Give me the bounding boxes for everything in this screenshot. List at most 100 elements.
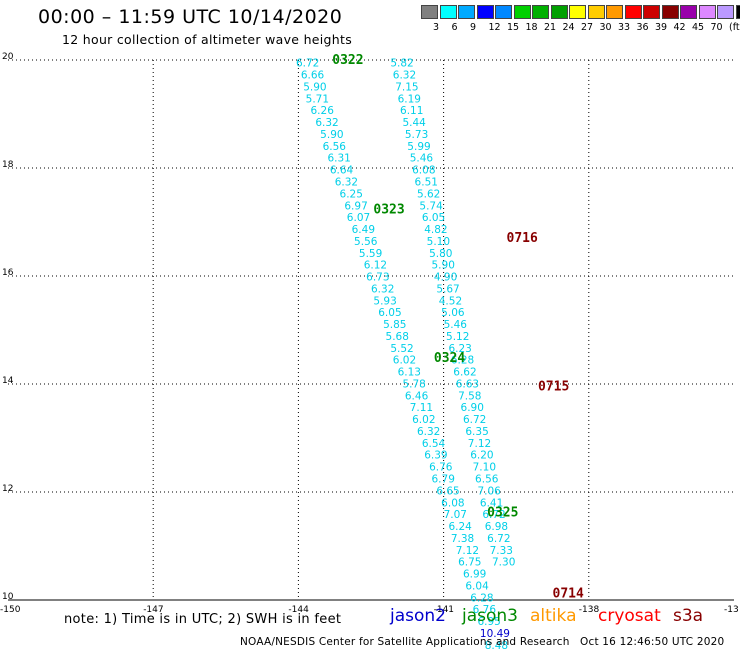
swh-value: 5.78 [402, 378, 425, 390]
swh-value: 5.80 [429, 248, 452, 260]
swh-value: 6.24 [448, 521, 472, 533]
swh-value: 10.49 [480, 628, 510, 640]
swh-value: 6.95 [477, 616, 500, 628]
pass-number-label: 0324 [434, 351, 465, 366]
legend-swatch [606, 5, 623, 19]
legend-swatch [680, 5, 697, 19]
swh-value: 6.05 [422, 212, 445, 224]
swh-value: 7.11 [410, 402, 433, 414]
swh-value: 4.52 [439, 295, 462, 307]
swh-value: 6.72 [463, 414, 486, 426]
swh-value: 6.32 [315, 117, 338, 129]
legend-label: 3 [433, 22, 440, 33]
swh-value: 6.90 [461, 402, 484, 414]
swh-value: 7.12 [468, 438, 491, 450]
swh-value: 6.20 [470, 450, 493, 462]
swh-value: 6.35 [465, 426, 488, 438]
color-legend [421, 5, 740, 19]
swh-value: 6.76 [473, 604, 497, 616]
legend-swatch [735, 5, 740, 19]
swh-value: 6.08 [412, 165, 435, 177]
swh-value: 6.75 [458, 557, 481, 569]
swh-value: 6.25 [340, 188, 363, 200]
y-tick-label: 18 [2, 160, 14, 170]
y-tick-label: 20 [2, 52, 14, 62]
swh-value: 5.90 [432, 260, 455, 272]
swh-value: 8.48 [485, 640, 508, 650]
pass-number-label: 0322 [332, 53, 363, 68]
swh-value: 6.76 [429, 462, 453, 474]
swh-value: 7.06 [477, 485, 501, 497]
swh-value: 6.49 [352, 224, 375, 236]
swh-value: 5.90 [320, 129, 343, 141]
legend-label: 39 [655, 22, 668, 33]
satellite-jason2: jason2 [390, 606, 446, 626]
swh-value: 5.06 [441, 307, 465, 319]
swh-value: 5.62 [417, 188, 440, 200]
swh-value: 6.31 [327, 153, 350, 165]
swh-value: 5.99 [407, 141, 430, 153]
swh-value: 6.13 [398, 367, 421, 379]
legend-label: 24 [562, 22, 575, 33]
swh-value: 5.71 [306, 93, 329, 105]
x-tick-label: -138 [579, 605, 600, 615]
swh-value: 7.58 [458, 390, 481, 402]
swh-value: 5.93 [373, 295, 396, 307]
legend-label: (ft) [729, 22, 740, 33]
legend-label: 45 [692, 22, 705, 33]
x-tick-label: -13 [724, 605, 739, 615]
swh-value: 6.73 [366, 272, 389, 284]
legend-swatch [513, 5, 531, 19]
swh-value: 5.12 [446, 331, 469, 343]
swh-value: 5.82 [390, 58, 413, 70]
swh-value: 6.28 [470, 592, 493, 604]
swh-value: 7.33 [490, 545, 513, 557]
legend-label: 18 [525, 22, 538, 33]
swh-value: 6.05 [378, 307, 401, 319]
swh-value: 6.12 [364, 260, 387, 272]
x-tick-label: -144 [288, 605, 309, 615]
swh-value: 6.39 [424, 450, 447, 462]
credit-timestamp: Oct 16 12:46:50 UTC 2020 [580, 636, 725, 648]
legend-label: 36 [636, 22, 649, 33]
x-tick-label: -150 [0, 605, 21, 615]
swh-value: 5.90 [303, 81, 326, 93]
map-frame [8, 60, 734, 600]
legend-swatch [569, 5, 586, 19]
legend-swatch [550, 5, 568, 19]
legend-swatch [717, 5, 734, 19]
swh-value: 6.56 [323, 141, 347, 153]
swh-value: 5.85 [383, 319, 406, 331]
pass-number-label: 0325 [487, 506, 518, 521]
swh-value: 6.46 [405, 390, 429, 402]
swh-value: 6.64 [330, 165, 354, 177]
swh-value: 6.32 [393, 70, 416, 82]
satellite-altika: altika [530, 606, 577, 626]
swh-value: 5.67 [436, 283, 459, 295]
swh-value: 6.63 [456, 378, 479, 390]
swh-value: 5.59 [359, 248, 382, 260]
map-title: 00:00 – 11:59 UTC 10/14/2020 [38, 6, 343, 28]
x-tick-label: -147 [143, 605, 163, 615]
map-subtitle: 12 hour collection of altimeter wave hei… [62, 32, 353, 47]
y-tick-label: 16 [2, 268, 14, 278]
credit-text: NOAA/NESDIS Center for Satellite Applica… [240, 636, 570, 648]
legend-label: 9 [470, 22, 477, 33]
swh-value: 6.11 [400, 105, 423, 117]
swh-value: 6.08 [441, 497, 464, 509]
legend-swatch [661, 5, 679, 19]
swh-value: 6.56 [475, 474, 499, 486]
legend-label: 6 [451, 22, 458, 33]
legend-swatch [587, 5, 605, 19]
pass-number-label: 0714 [553, 587, 584, 602]
swh-value: 5.73 [405, 129, 428, 141]
swh-value: 6.41 [480, 497, 503, 509]
legend-swatch [698, 5, 716, 19]
legend-swatch [532, 5, 549, 19]
swh-value: 6.02 [393, 355, 416, 367]
swh-value: 6.72 [482, 509, 505, 521]
pass-number-label: 0715 [538, 380, 569, 395]
swh-value: 4.82 [424, 224, 447, 236]
swh-value: 5.46 [410, 153, 434, 165]
